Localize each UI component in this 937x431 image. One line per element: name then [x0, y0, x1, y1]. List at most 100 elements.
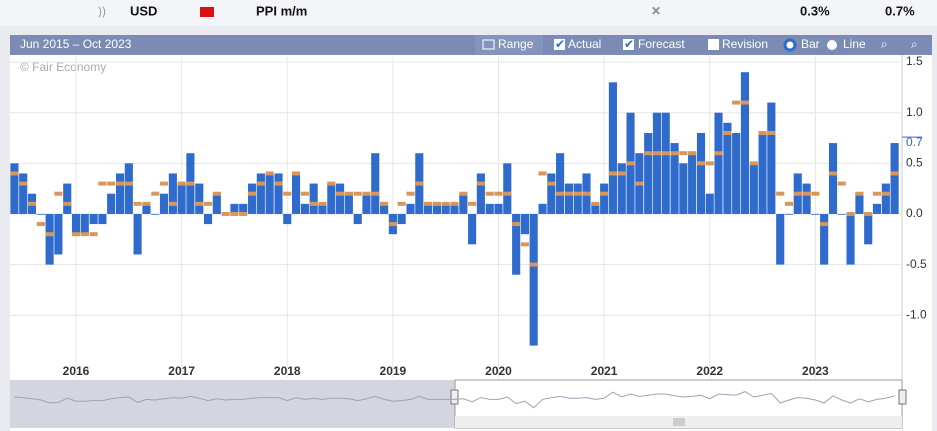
forecast-mark: [749, 161, 758, 166]
bar: [89, 213, 98, 225]
bar: [485, 203, 494, 214]
bar: [776, 213, 785, 265]
forecast-mark: [388, 222, 397, 227]
bar: [212, 193, 221, 214]
bar: [441, 203, 450, 214]
forecast-checkbox[interactable]: [623, 39, 634, 50]
actual-checkbox[interactable]: [554, 39, 565, 50]
forecast-mark: [600, 191, 609, 196]
y-tick-label: 0.5: [906, 155, 923, 169]
x-tick-label: 2021: [591, 364, 618, 378]
forecast-mark: [802, 191, 811, 196]
close-icon[interactable]: ✕: [651, 4, 661, 18]
bar: [811, 213, 820, 215]
forecast-mark: [54, 191, 63, 196]
bar: [63, 183, 72, 214]
forecast-mark: [705, 161, 714, 166]
y-tick-label: 0.0: [906, 206, 923, 220]
bar: [670, 143, 679, 214]
forecast-mark: [19, 181, 28, 186]
forecast-mark: [494, 191, 503, 196]
forecast-mark: [820, 222, 829, 227]
forecast-mark: [890, 171, 899, 176]
forecast-mark: [450, 201, 459, 206]
sound-icon: )): [98, 4, 106, 18]
line-radio[interactable]: [827, 40, 837, 50]
bar: [802, 183, 811, 214]
bar: [432, 203, 441, 214]
forecast-mark: [89, 232, 98, 237]
bar: [591, 203, 600, 214]
bar: [151, 213, 160, 215]
calendar-row: [0, 0, 937, 26]
forecast-mark: [512, 222, 521, 227]
forecast-mark: [371, 191, 380, 196]
bar: [705, 193, 714, 214]
forecast-mark: [124, 181, 133, 186]
zoom-in-icon[interactable]: ⌕: [881, 37, 888, 51]
forecast-mark: [661, 151, 670, 156]
forecast-mark: [63, 201, 72, 206]
bar: [547, 173, 556, 214]
navigator-handle[interactable]: [450, 389, 459, 405]
bar: [837, 213, 846, 215]
bar: [652, 112, 662, 214]
forecast-mark: [767, 130, 776, 135]
forecast-mark: [133, 201, 142, 206]
bar: [846, 213, 855, 265]
forecast-mark: [336, 191, 345, 196]
navigator-outside: [10, 380, 455, 428]
forecast-mark: [582, 191, 591, 196]
bar: [512, 213, 521, 275]
zoom-out-icon[interactable]: ⌕: [911, 37, 918, 51]
forecast-mark: [203, 201, 213, 206]
navigator-handle[interactable]: [898, 389, 907, 405]
forecast-mark: [115, 181, 125, 186]
forecast-mark: [397, 201, 406, 206]
forecast-mark: [670, 151, 679, 156]
bar: [168, 173, 177, 214]
range-text: Jun 2015 – Oct 2023: [20, 37, 132, 51]
bar: [336, 183, 345, 214]
watermark: © Fair Economy: [20, 60, 106, 74]
forecast-mark: [608, 171, 617, 176]
bar: [283, 213, 292, 225]
forecast-mark: [274, 181, 283, 186]
calendar-icon: [482, 39, 495, 50]
bar: [177, 183, 186, 214]
bar: [529, 213, 538, 346]
toolbar: [10, 35, 932, 55]
forecast-mark: [45, 232, 54, 237]
last-value-label: 0.7: [906, 135, 923, 149]
forecast-mark: [142, 201, 151, 206]
forecast-mark: [547, 181, 556, 186]
bar: [248, 183, 257, 214]
impact-icon: [200, 7, 214, 17]
forecast-mark: [406, 191, 415, 196]
x-tick-label: 2016: [63, 364, 90, 378]
bar-radio[interactable]: [783, 38, 797, 52]
forecast-mark: [300, 191, 309, 196]
forecast-mark: [485, 191, 494, 196]
forecast-mark: [230, 211, 239, 216]
forecast-mark: [36, 222, 45, 227]
bar: [872, 203, 882, 214]
x-tick-label: 2020: [485, 364, 512, 378]
x-tick-label: 2017: [168, 364, 195, 378]
calendar-value: 0.3%: [800, 3, 830, 18]
calendar-value: 0.7%: [885, 3, 915, 18]
bar: [503, 163, 512, 214]
forecast-mark: [212, 191, 221, 196]
forecast-mark: [714, 151, 723, 156]
forecast-mark: [107, 181, 116, 186]
forecast-mark: [617, 171, 626, 176]
bar: [767, 102, 776, 214]
forecast-mark: [591, 201, 600, 206]
revision-checkbox[interactable]: [708, 39, 719, 50]
forecast-mark: [476, 181, 485, 186]
bar: [239, 203, 248, 214]
bar: [696, 132, 706, 214]
forecast-mark: [159, 181, 169, 186]
revision-label: Revision: [722, 37, 768, 51]
scrollbar-grip[interactable]: [673, 418, 685, 426]
